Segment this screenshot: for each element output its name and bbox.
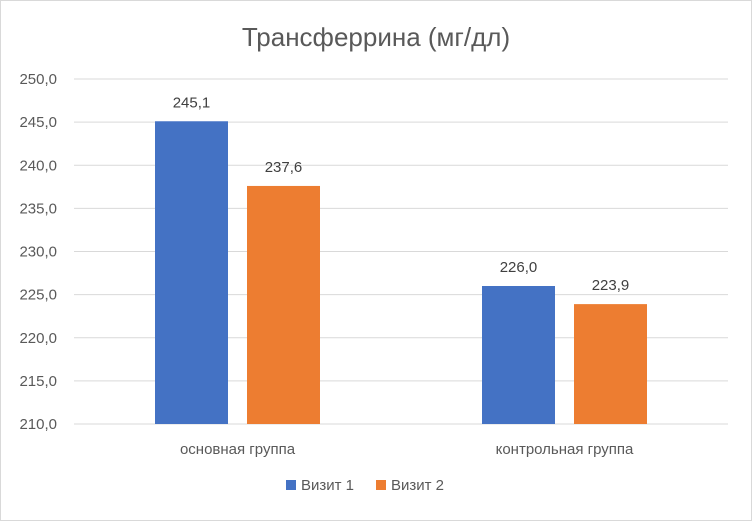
data-labels: 245,1 237,6 226,0 223,9 [173, 94, 630, 294]
bar-1-2 [482, 286, 555, 424]
y-tick-label: 245,0 [19, 114, 57, 131]
y-tick-label: 230,0 [19, 244, 57, 261]
bars [155, 121, 647, 424]
y-tick-label: 240,0 [19, 157, 57, 174]
legend-label: Визит 2 [391, 477, 444, 494]
legend-label: Визит 1 [301, 477, 354, 494]
category-label: контрольная группа [496, 441, 634, 458]
y-tick-label: 215,0 [19, 373, 57, 390]
data-label: 245,1 [173, 94, 211, 111]
y-tick-label: 220,0 [19, 330, 57, 347]
y-axis-ticks: 210,0 215,0 220,0 225,0 230,0 235,0 240,0 245,0… [19, 71, 57, 433]
legend-swatch [286, 480, 296, 490]
legend: Визит 1 Визит 2 [286, 477, 444, 494]
x-axis-categories: основная группа контрольная группа [180, 441, 634, 458]
data-label: 226,0 [500, 259, 538, 276]
y-tick-label: 235,0 [19, 200, 57, 217]
y-tick-label: 225,0 [19, 287, 57, 304]
chart-title: Трансферрина (мг/дл) [242, 22, 510, 52]
y-tick-label: 250,0 [19, 71, 57, 88]
bar-1-1 [155, 121, 228, 424]
data-label: 223,9 [592, 277, 630, 294]
data-label: 237,6 [265, 159, 303, 176]
category-label: основная группа [180, 441, 296, 458]
y-tick-label: 210,0 [19, 416, 57, 433]
legend-swatch [376, 480, 386, 490]
bar-2-2 [574, 304, 647, 424]
bar-2-1 [247, 185, 320, 424]
